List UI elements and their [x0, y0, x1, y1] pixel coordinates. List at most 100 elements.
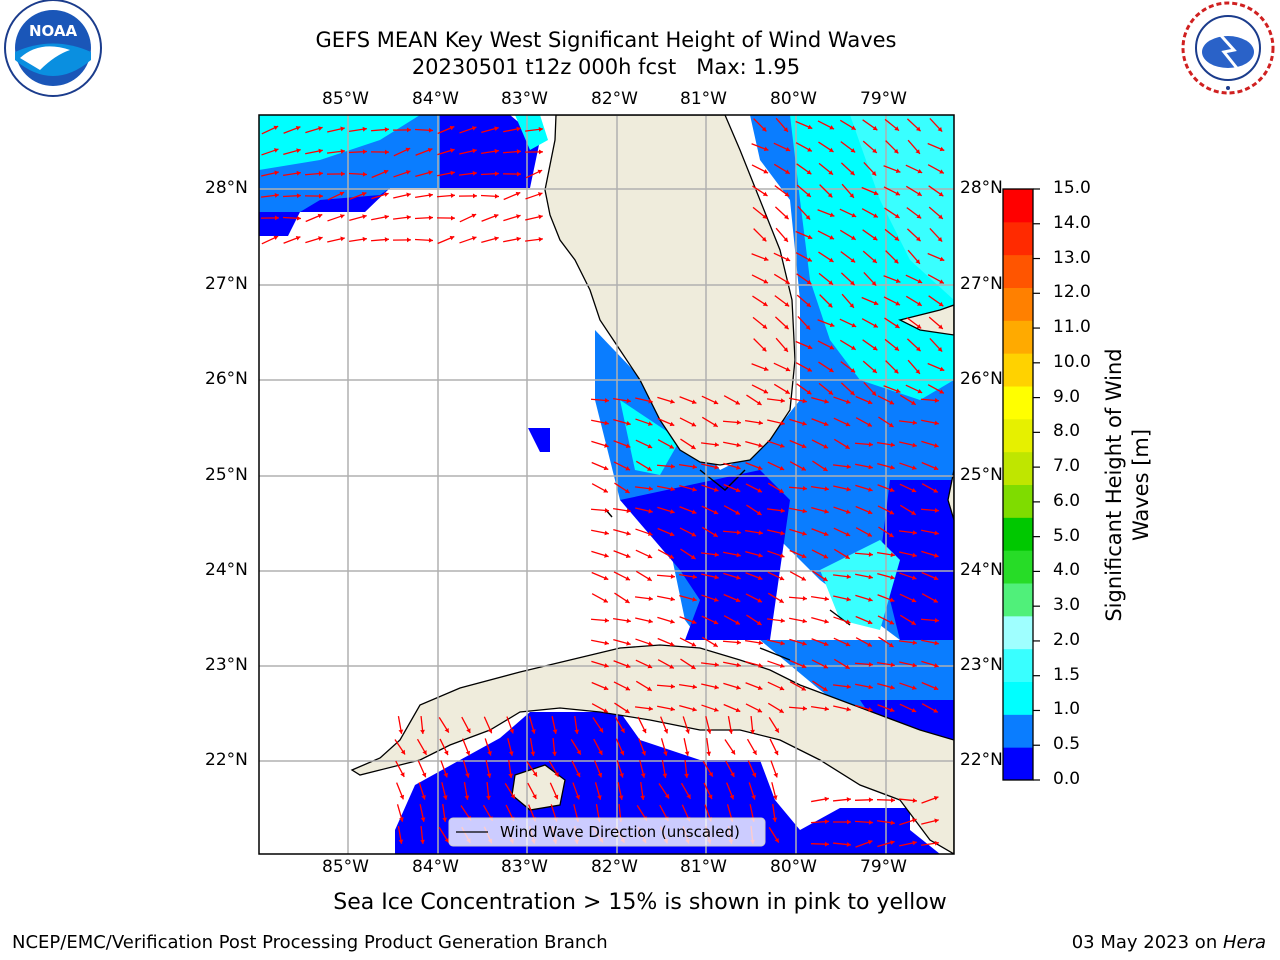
wave-arrow-head [934, 443, 939, 448]
wave-fill-gulf [259, 115, 550, 452]
wave-arrow-head [756, 620, 762, 625]
wave-arrow-head [274, 193, 279, 198]
lat-label-left: 27°N [205, 274, 248, 294]
lat-label-right: 23°N [960, 655, 1003, 675]
wave-arrow-head [868, 707, 873, 712]
wave-arrow-head [604, 618, 609, 623]
colorbar-cell [1003, 615, 1033, 650]
lat-label-left: 28°N [205, 178, 248, 198]
wave-arrow-head [807, 344, 813, 350]
wave-arrow-head [708, 771, 713, 777]
wave-arrow-head [339, 191, 345, 197]
wave-arrow-head [801, 686, 806, 691]
wave-arrow-head [576, 749, 581, 755]
colorbar-cell [1003, 550, 1033, 584]
wave-arrow-head [443, 772, 448, 778]
wave-arrow-head [362, 214, 367, 220]
wave-arrow-head [783, 237, 788, 242]
wave-arrow-head [450, 193, 455, 198]
colorbar-tick-label: 12.0 [1053, 282, 1091, 303]
wave-arrow-head [508, 773, 514, 778]
wave-arrow-head [757, 708, 763, 713]
noaa-logo-text: NOAA [29, 22, 78, 40]
wave-arrow-head [624, 708, 630, 713]
wave-arrow-head [934, 640, 939, 646]
wave-arrow-head [802, 706, 807, 711]
wave-arrow-head [774, 750, 779, 756]
wave-arrow-head [384, 192, 389, 197]
wave-arrow-head [552, 751, 557, 756]
wave-arrow-head [714, 552, 719, 557]
wave-arrow-head [472, 171, 477, 176]
colorbar-label: Significant Height of Wind Waves [m] [1098, 190, 1158, 780]
wave-arrow-head [868, 684, 873, 690]
wave-arrow-head [867, 509, 873, 515]
wave-arrow-head [845, 421, 851, 427]
lat-label-right: 26°N [960, 369, 1003, 389]
wave-arrow-head [663, 728, 669, 734]
wave-arrow-head [939, 279, 944, 284]
wave-arrow-head [713, 642, 718, 647]
wave-arrow-head [805, 325, 811, 330]
wave-arrow-head [824, 819, 829, 825]
wave-arrow-head [917, 388, 923, 394]
colorbar-cell [1003, 583, 1033, 617]
wave-arrow-head [850, 170, 855, 176]
wave-arrow-head [915, 259, 920, 264]
wave-arrow-head [762, 324, 767, 329]
lon-label-top: 81°W [680, 89, 727, 109]
wave-arrow-head [421, 772, 427, 778]
wave-arrow-head [785, 146, 791, 152]
wave-arrow-head [362, 236, 367, 242]
wave-arrow-head [538, 127, 543, 132]
wave-arrow-head [868, 442, 873, 447]
colorbar-cell [1003, 320, 1033, 354]
wave-arrow-head [494, 171, 499, 177]
wave-arrow-head [690, 664, 696, 669]
wave-arrow-head [626, 530, 631, 536]
lat-label-left: 24°N [205, 560, 248, 580]
wave-arrow-head [603, 488, 608, 493]
wave-arrow-head [428, 237, 433, 243]
wave-arrow-head [625, 443, 631, 449]
wave-arrow-head [670, 574, 675, 579]
wave-arrow-head [398, 839, 404, 844]
footer-right: 03 May 2023 on Hera [1072, 932, 1266, 953]
wave-arrow-head [779, 685, 785, 691]
wave-arrow-head [933, 598, 938, 603]
wave-arrow-head [648, 596, 653, 601]
wave-arrow-head [939, 389, 944, 394]
wave-arrow-head [772, 817, 778, 822]
colorbar-tick-label: 10.0 [1053, 351, 1091, 372]
wave-arrow-head [890, 684, 895, 690]
wave-arrow-head [647, 466, 652, 471]
wave-arrow-head [911, 707, 917, 713]
wave-arrow-head [735, 597, 741, 603]
colorbar-cell [1003, 418, 1033, 453]
wave-arrow-head [670, 706, 675, 712]
wave-arrow-head [785, 169, 790, 174]
wave-arrow-head [867, 619, 873, 625]
wave-arrow-head [867, 532, 872, 537]
wave-arrow-head [449, 125, 455, 131]
wave-arrow-head [895, 388, 901, 394]
wave-arrow-head [531, 729, 536, 734]
wave-arrow-head [802, 398, 807, 404]
lon-label-bottom: 81°W [680, 857, 727, 877]
wave-arrow-head [486, 795, 491, 800]
wave-arrow-head [516, 214, 521, 219]
wave-arrow-head [532, 771, 538, 777]
wave-arrow-head [575, 794, 580, 800]
wave-arrow-head [669, 664, 674, 669]
wave-arrow-head [912, 442, 917, 448]
wave-arrow-head [714, 684, 719, 690]
wave-arrow-head [784, 214, 789, 220]
wave-arrow-head [757, 465, 763, 471]
wave-arrow-head [647, 553, 653, 559]
wave-arrow-head [916, 126, 921, 132]
wave-arrow-head [648, 398, 653, 404]
wave-arrow-head [828, 170, 833, 175]
wave-arrow-head [515, 191, 521, 197]
lon-label-bottom: 85°W [322, 857, 369, 877]
wave-arrow-head [822, 686, 828, 691]
